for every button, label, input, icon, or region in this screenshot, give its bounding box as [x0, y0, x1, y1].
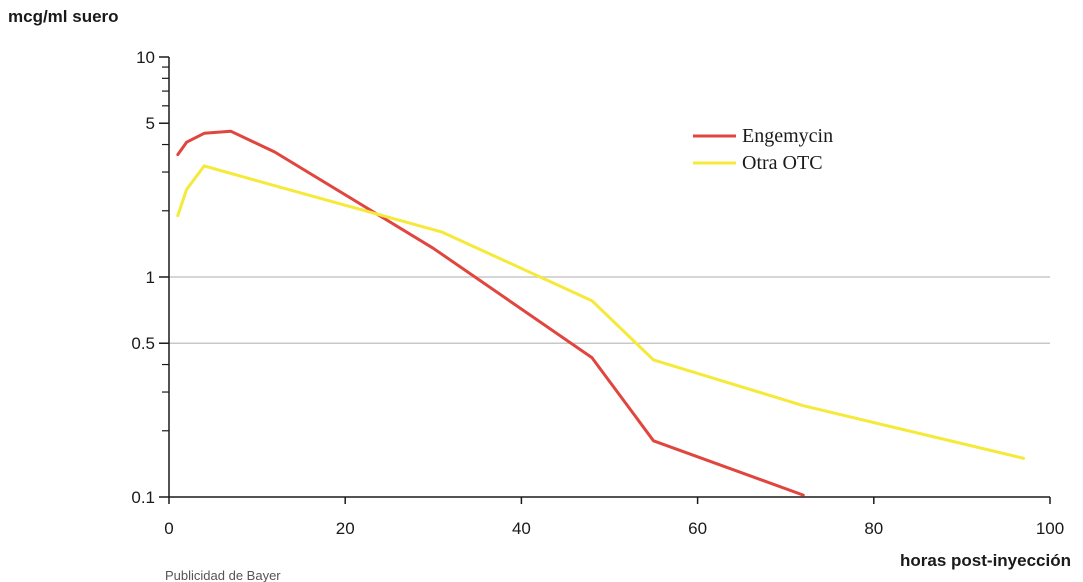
footnote: Publicidad de Bayer — [165, 568, 281, 582]
legend-label-engemycin: Engemycin — [742, 125, 833, 147]
x-axis-title: horas post-inyección — [900, 551, 1071, 570]
legend-label-otra-otc: Otra OTC — [742, 152, 823, 174]
x-tick-label-40: 40 — [512, 519, 531, 538]
series-line-engemycin — [176, 129, 805, 497]
series-line-otra-otc — [176, 164, 1026, 460]
series-lines — [176, 129, 1026, 497]
x-tick-label-100: 100 — [1036, 519, 1064, 538]
x-tick-label-60: 60 — [688, 519, 707, 538]
x-axis-ticks: 0 20 40 60 80 100 — [164, 497, 1064, 538]
y-axis-ticks: 0.1 0.5 1 5 10 — [131, 48, 169, 507]
y-tick-label-10: 10 — [136, 48, 155, 67]
y-tick-label-0-1: 0.1 — [131, 488, 155, 507]
gridlines — [169, 276, 1050, 344]
x-tick-label-20: 20 — [336, 519, 355, 538]
y-axis-title: mcg/ml suero — [8, 7, 119, 26]
x-tick-label-0: 0 — [164, 519, 173, 538]
y-tick-label-1: 1 — [146, 268, 155, 287]
x-tick-label-80: 80 — [864, 519, 883, 538]
y-tick-label-0-5: 0.5 — [131, 334, 155, 353]
legend: Engemycin Otra OTC — [693, 125, 833, 174]
y-tick-label-5: 5 — [146, 114, 155, 133]
